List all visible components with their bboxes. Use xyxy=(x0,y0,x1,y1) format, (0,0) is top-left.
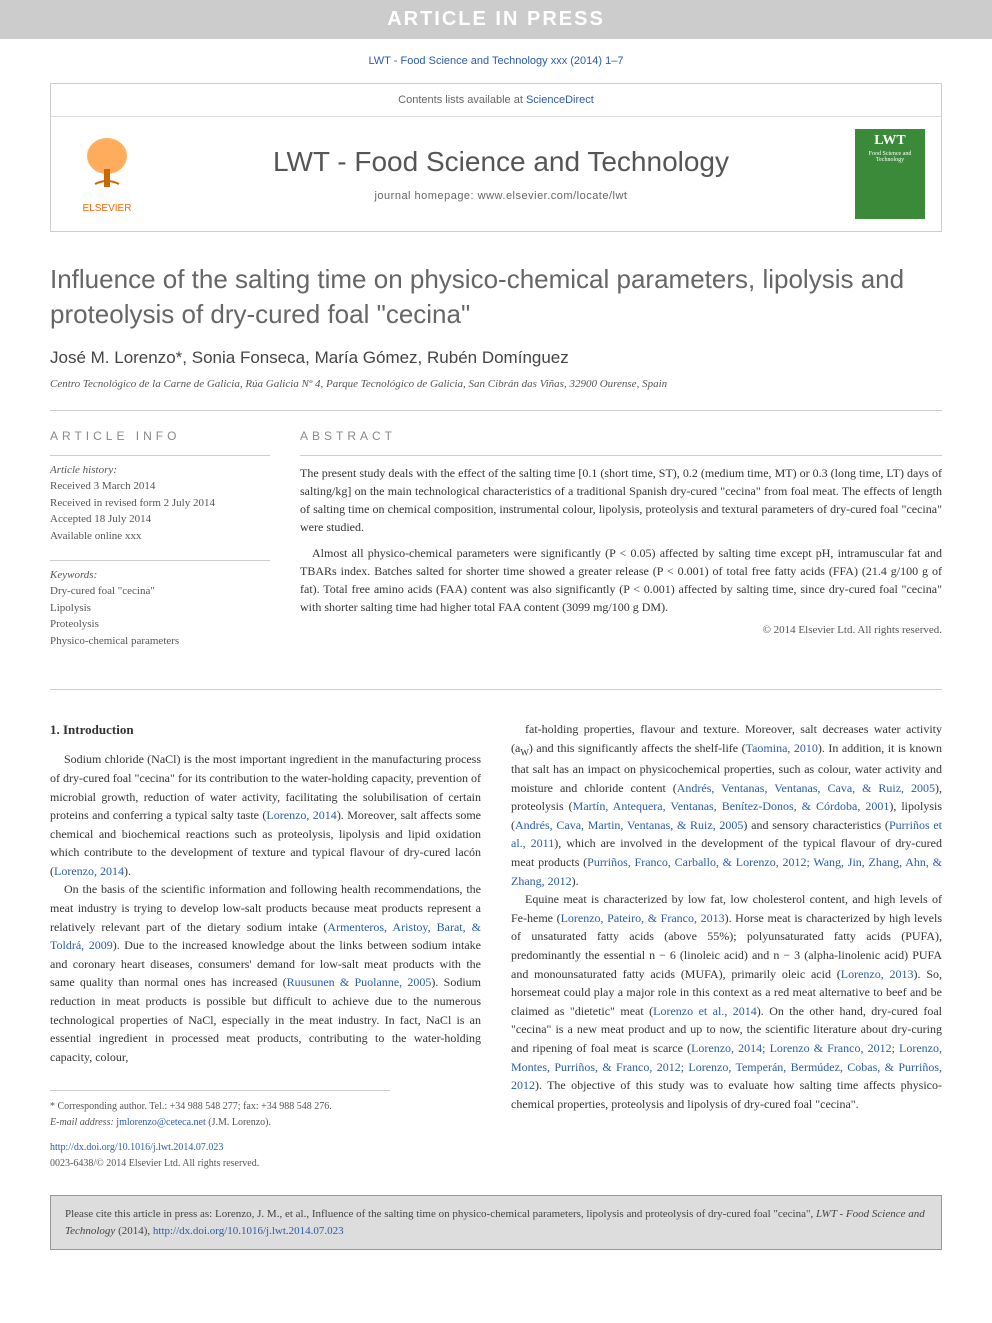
reference-link[interactable]: Andrés, Ventanas, Ventanas, Cava, & Ruiz… xyxy=(677,781,935,795)
keyword: Lipolysis xyxy=(50,600,270,617)
abstract-column: ABSTRACT The present study deals with th… xyxy=(300,429,942,665)
reference-link[interactable]: Taomina, 2010 xyxy=(746,741,818,755)
received-date: Received 3 March 2014 xyxy=(50,478,270,495)
body-para: Equine meat is characterized by low fat,… xyxy=(511,890,942,1113)
accepted-date: Accepted 18 July 2014 xyxy=(50,511,270,528)
reference-link[interactable]: Lorenzo, 2013 xyxy=(841,967,914,981)
body-para: Sodium chloride (NaCl) is the most impor… xyxy=(50,750,481,880)
reference-link[interactable]: Lorenzo, 2014 xyxy=(54,864,124,878)
article-in-press-banner: ARTICLE IN PRESS xyxy=(0,0,992,39)
content-wrapper: LWT - Food Science and Technology xxx (2… xyxy=(0,39,992,1171)
footnotes: * Corresponding author. Tel.: +34 988 54… xyxy=(50,1090,390,1130)
right-column: fat-holding properties, flavour and text… xyxy=(511,720,942,1171)
cover-subtitle: Food Science and Technology xyxy=(859,151,921,163)
revised-date: Received in revised form 2 July 2014 xyxy=(50,495,270,512)
email-label: E-mail address: xyxy=(50,1117,116,1128)
divider xyxy=(50,410,942,411)
email-link[interactable]: jmlorenzo@ceteca.net xyxy=(116,1117,205,1128)
keyword: Dry-cured foal "cecina" xyxy=(50,583,270,600)
reference-link[interactable]: Lorenzo, Pateiro, & Franco, 2013 xyxy=(561,911,725,925)
journal-title: LWT - Food Science and Technology xyxy=(147,146,855,178)
issn-line: 0023-6438/© 2014 Elsevier Ltd. All right… xyxy=(50,1156,481,1172)
abstract-label: ABSTRACT xyxy=(300,429,942,443)
sciencedirect-link[interactable]: ScienceDirect xyxy=(526,94,594,106)
left-column: 1. Introduction Sodium chloride (NaCl) i… xyxy=(50,720,481,1171)
reference-link[interactable]: Andrés, Cava, Martin, Ventanas, & Ruiz, … xyxy=(515,818,743,832)
abstract-para: Almost all physico-chemical parameters w… xyxy=(300,544,942,616)
reference-link[interactable]: Lorenzo et al., 2014 xyxy=(653,1004,757,1018)
elsevier-tree-icon xyxy=(77,134,137,194)
body-para: On the basis of the scientific informati… xyxy=(50,880,481,1066)
reference-link[interactable]: Lorenzo, 2014 xyxy=(266,808,336,822)
cite-box: Please cite this article in press as: Lo… xyxy=(50,1195,942,1250)
citation-line: LWT - Food Science and Technology xxx (2… xyxy=(50,39,942,83)
reference-link[interactable]: Ruusunen & Puolanne, 2005 xyxy=(287,975,432,989)
available-date: Available online xxx xyxy=(50,528,270,545)
history-head: Article history: xyxy=(50,464,270,476)
article-title: Influence of the salting time on physico… xyxy=(50,262,942,332)
article-info-column: ARTICLE INFO Article history: Received 3… xyxy=(50,429,270,665)
journal-homepage[interactable]: journal homepage: www.elsevier.com/locat… xyxy=(147,190,855,202)
affiliation: Centro Tecnológico de la Carne de Galici… xyxy=(50,378,942,390)
reference-link[interactable]: Martín, Antequera, Ventanas, Benítez-Don… xyxy=(573,799,890,813)
keyword: Physico-chemical parameters xyxy=(50,633,270,650)
cite-doi-link[interactable]: http://dx.doi.org/10.1016/j.lwt.2014.07.… xyxy=(153,1225,344,1237)
journal-header-box: Contents lists available at ScienceDirec… xyxy=(50,83,942,232)
abstract-para: The present study deals with the effect … xyxy=(300,464,942,536)
elsevier-label: ELSEVIER xyxy=(67,203,147,214)
article-info-label: ARTICLE INFO xyxy=(50,429,270,443)
corresponding-author: * Corresponding author. Tel.: +34 988 54… xyxy=(50,1099,390,1115)
email-tail: (J.M. Lorenzo). xyxy=(206,1117,271,1128)
body-para: fat-holding properties, flavour and text… xyxy=(511,720,942,890)
elsevier-logo: ELSEVIER xyxy=(67,134,147,214)
intro-heading: 1. Introduction xyxy=(50,720,481,740)
contents-label: Contents lists available at xyxy=(398,94,526,106)
journal-cover-thumbnail: LWT Food Science and Technology xyxy=(855,129,925,219)
keyword: Proteolysis xyxy=(50,616,270,633)
authors-list: José M. Lorenzo*, Sonia Fonseca, María G… xyxy=(50,348,942,368)
copyright-line: © 2014 Elsevier Ltd. All rights reserved… xyxy=(300,624,942,636)
doi-link[interactable]: http://dx.doi.org/10.1016/j.lwt.2014.07.… xyxy=(50,1142,223,1153)
keywords-head: Keywords: xyxy=(50,569,270,581)
doi-block: http://dx.doi.org/10.1016/j.lwt.2014.07.… xyxy=(50,1140,481,1171)
body-two-columns: 1. Introduction Sodium chloride (NaCl) i… xyxy=(50,720,942,1171)
header-top-bar: Contents lists available at ScienceDirec… xyxy=(51,84,941,117)
cover-title: LWT xyxy=(874,133,905,149)
